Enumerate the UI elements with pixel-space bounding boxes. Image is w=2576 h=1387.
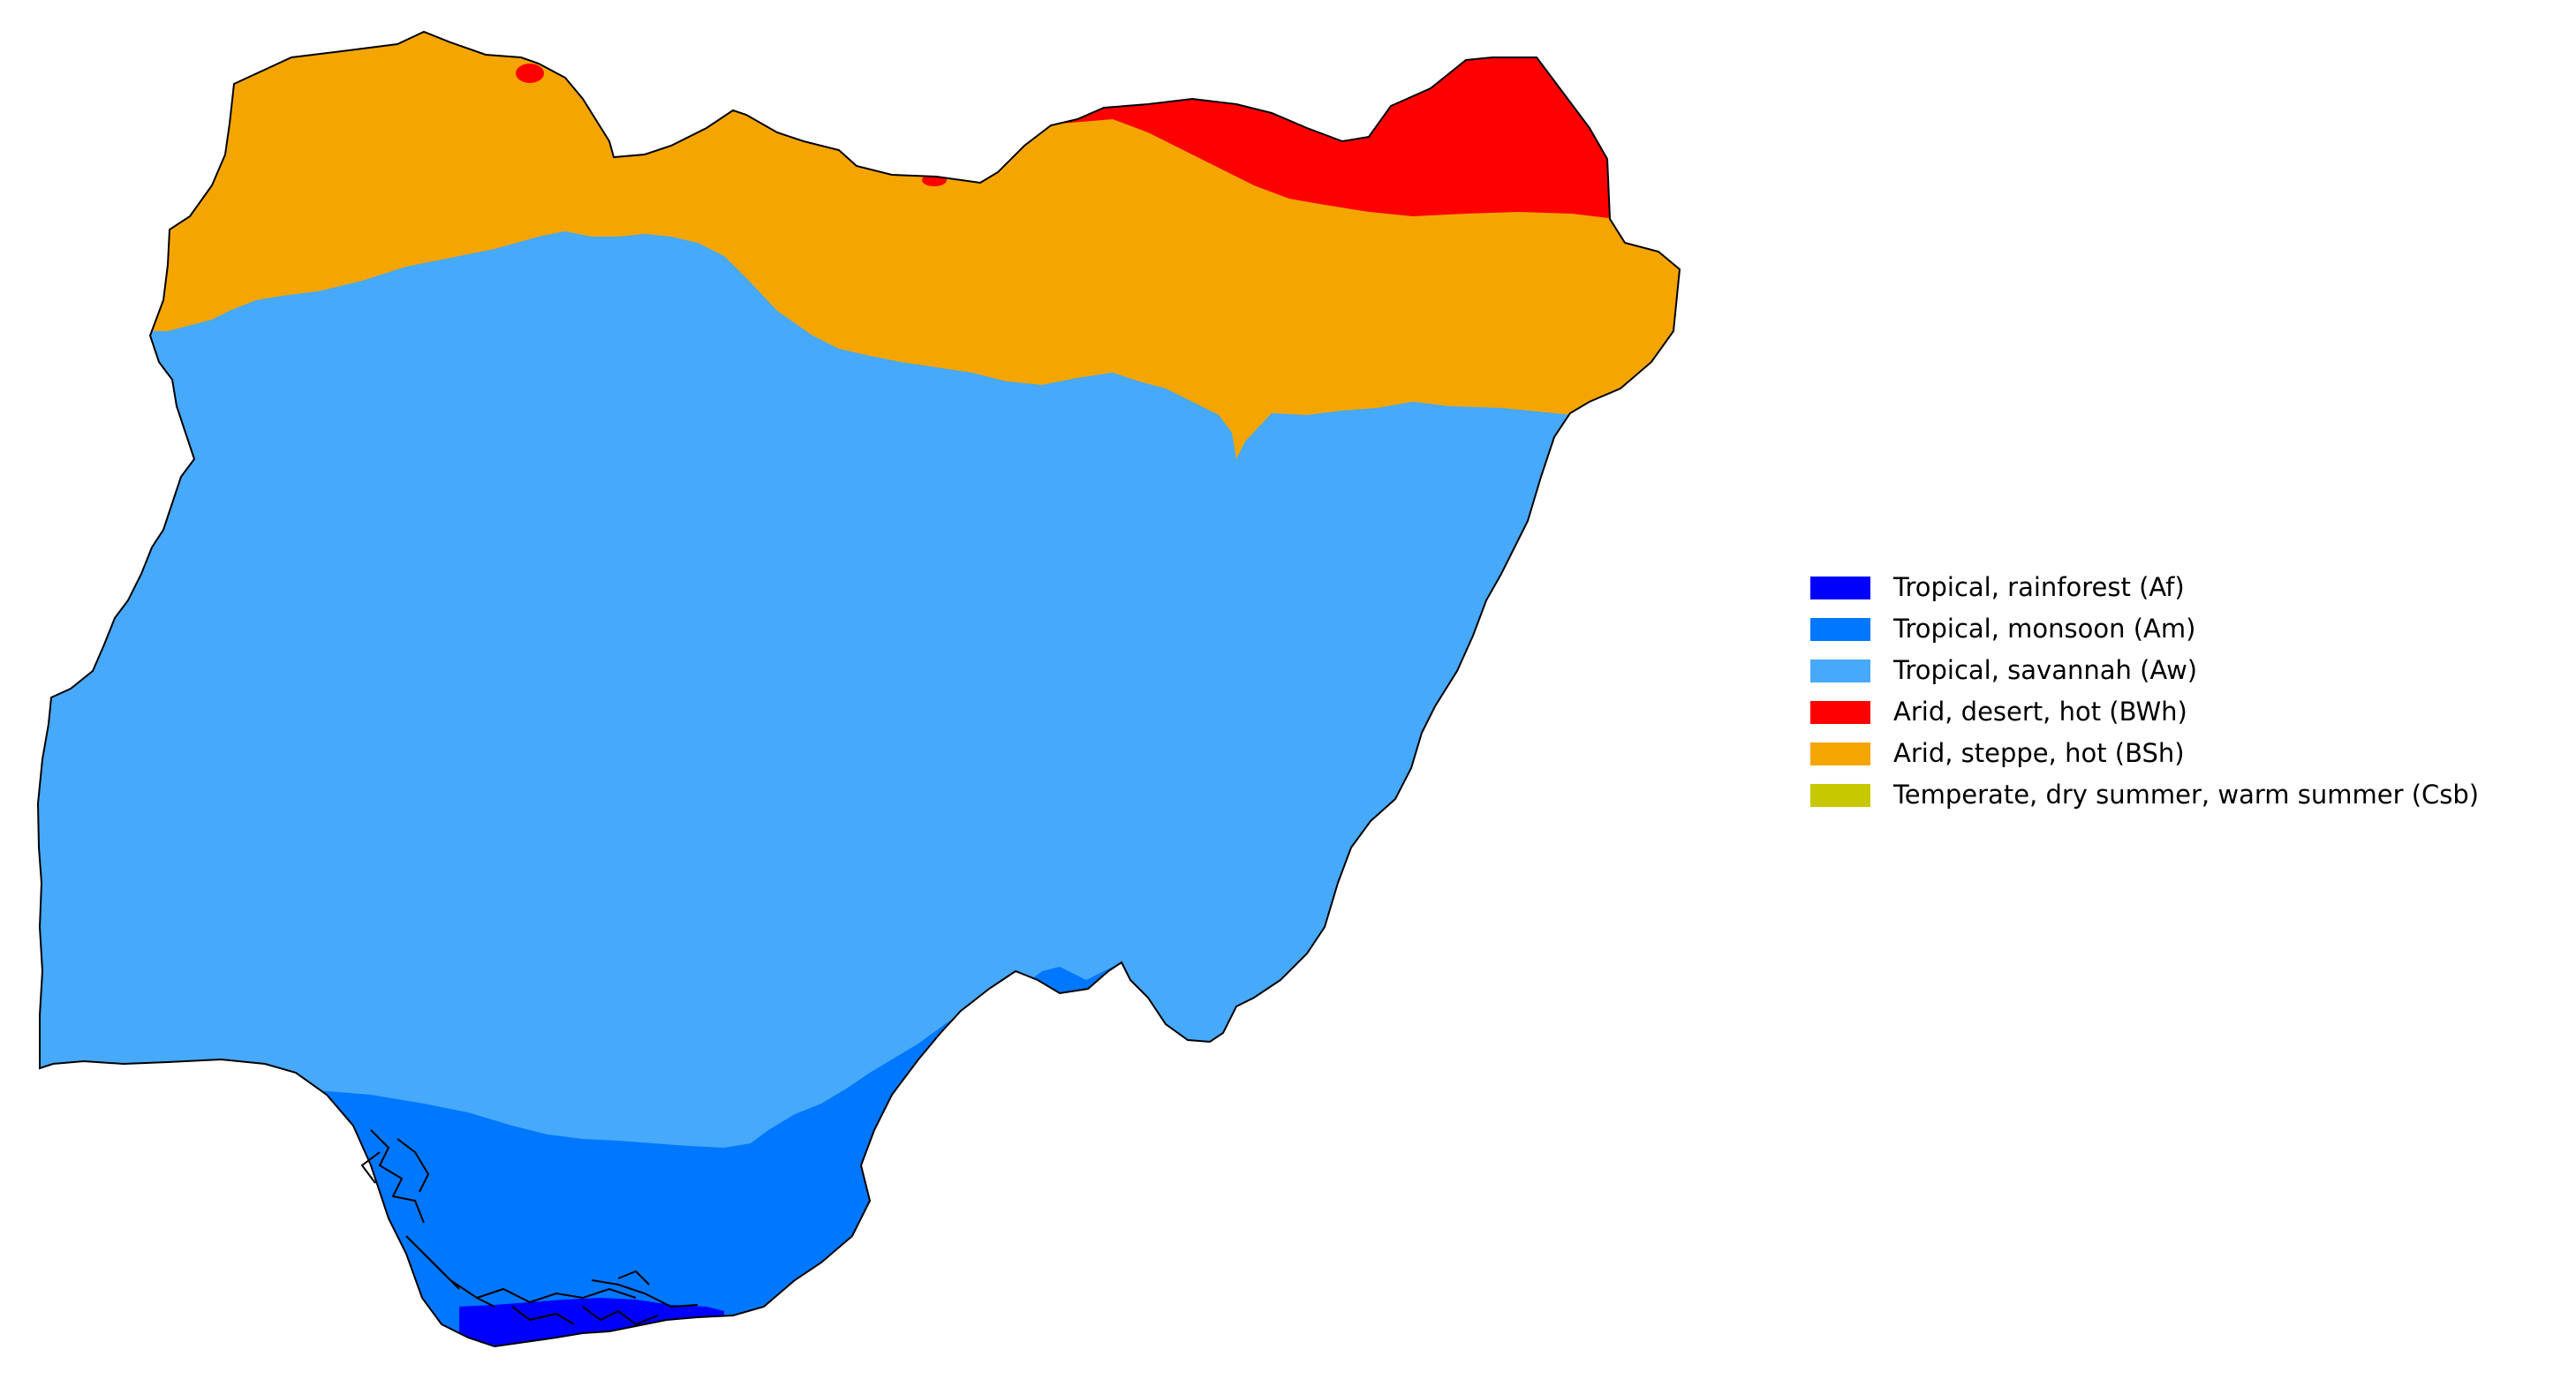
legend-swatch <box>1810 700 1870 724</box>
legend-swatch <box>1810 617 1870 641</box>
legend-label: Tropical, rainforest (Af) <box>1893 572 2185 602</box>
legend-swatch <box>1810 576 1870 599</box>
legend-swatch <box>1810 659 1870 682</box>
legend-item: Tropical, monsoon (Am) <box>1810 608 2479 650</box>
legend-label: Tropical, savannah (Aw) <box>1893 655 2198 685</box>
legend-label: Tropical, monsoon (Am) <box>1893 614 2196 644</box>
legend-swatch <box>1810 783 1870 807</box>
legend-label: Temperate, dry summer, warm summer (Csb) <box>1893 780 2480 810</box>
delta-waterways <box>360 1129 699 1326</box>
legend-item: Arid, desert, hot (BWh) <box>1810 691 2479 733</box>
legend-swatch <box>1810 742 1870 765</box>
legend: Tropical, rainforest (Af) Tropical, monso… <box>1810 567 2479 816</box>
zone-bwh-patch <box>516 64 544 83</box>
legend-item: Tropical, savannah (Aw) <box>1810 650 2479 691</box>
legend-item: Tropical, rainforest (Af) <box>1810 567 2479 608</box>
legend-label: Arid, steppe, hot (BSh) <box>1893 738 2185 768</box>
legend-item: Temperate, dry summer, warm summer (Csb) <box>1810 774 2479 816</box>
legend-item: Arid, steppe, hot (BSh) <box>1810 733 2479 774</box>
zone-af <box>459 1298 724 1346</box>
legend-label: Arid, desert, hot (BWh) <box>1893 697 2187 727</box>
